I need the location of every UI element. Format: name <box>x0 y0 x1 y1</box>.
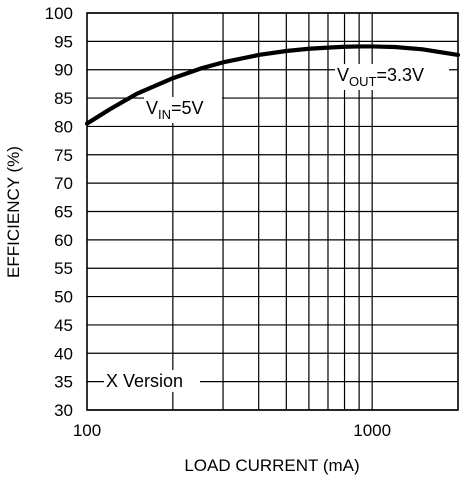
y-tick-label: 35 <box>54 373 73 392</box>
y-tick-label: 40 <box>54 344 73 363</box>
y-tick-label: 90 <box>54 61 73 80</box>
y-tick-label: 50 <box>54 288 73 307</box>
y-tick-label: 100 <box>45 4 73 23</box>
vin-label-bg <box>144 97 222 123</box>
version-label: X Version <box>106 371 183 391</box>
y-tick-label: 95 <box>54 32 73 51</box>
y-tick-label: 75 <box>54 146 73 165</box>
version-label-bg <box>104 370 200 392</box>
y-tick-label: 45 <box>54 316 73 335</box>
y-tick-labels: 30 35 40 45 50 55 60 65 70 75 80 85 90 95 100 <box>45 4 73 420</box>
vin-label: VIN=5V <box>146 98 204 122</box>
y-tick-label: 30 <box>54 401 73 420</box>
y-tick-label: 70 <box>54 174 73 193</box>
x-tick-label: 1000 <box>353 421 391 440</box>
x-tick-label: 100 <box>73 421 101 440</box>
y-axis-label: EFFICIENCY (%) <box>4 146 23 278</box>
plot-frame <box>86 12 459 411</box>
y-tick-label: 55 <box>54 259 73 278</box>
vout-label: VOUT=3.3V <box>337 65 424 89</box>
y-tick-label: 85 <box>54 89 73 108</box>
y-tick-label: 65 <box>54 203 73 222</box>
x-axis-label: LOAD CURRENT (mA) <box>184 456 359 475</box>
y-tick-label: 80 <box>54 117 73 136</box>
y-tick-label: 60 <box>54 231 73 250</box>
vout-label-bg <box>335 64 449 90</box>
x-tick-labels: 100 1000 <box>73 421 391 440</box>
efficiency-curve <box>84 44 461 126</box>
